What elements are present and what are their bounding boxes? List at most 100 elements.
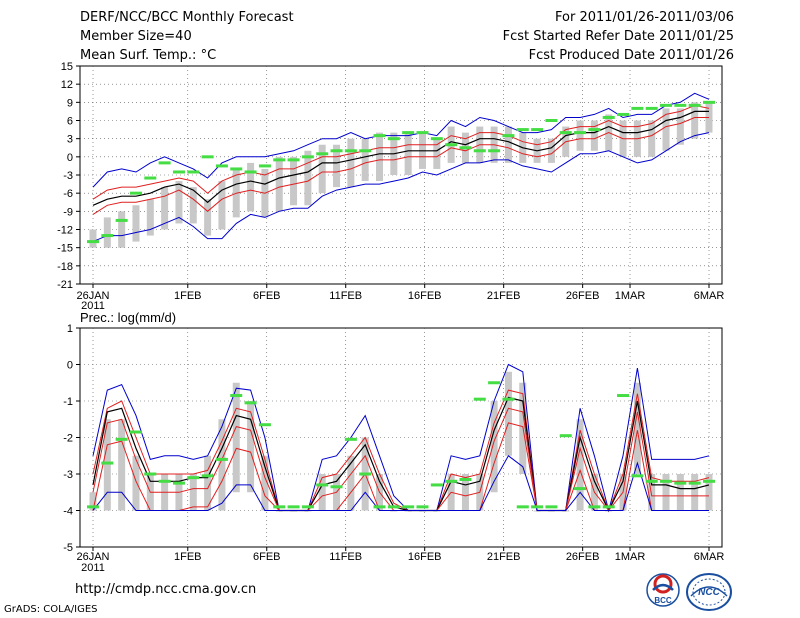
start-date: Fcst Started Refer Date 2011/01/25: [502, 29, 734, 44]
p2-median-marker: [545, 505, 558, 509]
p2-median-marker: [488, 381, 501, 385]
p1-ensemble-bar: [691, 102, 699, 139]
p1-series-mean: [92, 110, 709, 206]
p1-ensemble-bar: [304, 150, 312, 206]
p1-median-marker: [387, 137, 400, 141]
p1-xtick-label: 16FEB: [408, 290, 442, 302]
p1-xtick-label: 21FEB: [487, 290, 521, 302]
p2-median-marker: [101, 461, 114, 465]
p1-median-marker: [201, 155, 214, 159]
p2-median-marker: [531, 505, 544, 509]
p2-ytick-label: -3: [63, 469, 73, 481]
p2-median-marker: [87, 505, 99, 509]
p2-median-marker: [574, 487, 587, 491]
grads-credit: GrADS: COLA/IGES: [4, 604, 98, 615]
p2-median-marker: [172, 481, 185, 485]
p2-ensemble-bar: [132, 455, 140, 511]
p2-median-marker: [688, 481, 701, 485]
p1-ytick-label: -12: [57, 225, 73, 237]
p1-median-marker: [129, 191, 142, 195]
p2-ensemble-bar: [662, 474, 670, 511]
p1-series-max: [92, 92, 710, 188]
p1-median-marker: [330, 149, 343, 153]
p2-ensemble-bar: [189, 474, 197, 511]
p1-ensemble-bar: [318, 144, 326, 194]
p2-xtick-label: 11FEB: [329, 551, 362, 563]
p1-median-marker: [230, 167, 243, 171]
p2-ensemble-bar: [318, 474, 326, 511]
header-left: DERF/NCC/BCC Monthly Forecast Member Siz…: [80, 10, 294, 67]
p1-ensemble-bar: [189, 187, 197, 224]
p1-ensemble-bar: [590, 120, 598, 151]
p1-xtick-label: 26FEB: [566, 290, 600, 302]
p2-median-marker: [187, 476, 200, 480]
p1-series-lower: [92, 117, 709, 215]
p2-ensemble-bar: [633, 382, 641, 474]
p1-ensemble-bar: [204, 199, 212, 236]
p2-series-lowest: [92, 422, 709, 511]
p2-ytick-label: 0: [67, 360, 73, 372]
produced-date: Fcst Produced Date 2011/01/26: [528, 48, 734, 63]
p1-ensemble-bar: [118, 211, 126, 248]
p1-median-marker: [101, 234, 114, 238]
p1-ensemble-bar: [275, 156, 283, 212]
p2-ytick-label: -4: [63, 506, 73, 518]
p2-ytick-label: -5: [63, 542, 73, 554]
p1-median-marker: [588, 128, 601, 132]
p1-median-marker: [244, 170, 257, 174]
p2-median-marker: [402, 505, 415, 509]
p1-median-marker: [316, 152, 329, 156]
p1-median-marker: [445, 143, 458, 147]
p1-median-marker: [703, 100, 715, 104]
p2-ensemble-bar: [691, 474, 699, 511]
p2-median-marker: [215, 457, 228, 461]
p2-median-marker: [244, 401, 257, 405]
p1-year-label: 2011: [81, 300, 105, 312]
p2-ensemble-bar: [576, 419, 584, 511]
p1-ensemble-bar: [676, 108, 684, 145]
p1-series-upper: [92, 104, 710, 200]
header-right: For 2011/01/26-2011/03/06 Fcst Started R…: [503, 10, 734, 67]
p1-median-marker: [373, 134, 386, 138]
p2-ensemble-bar: [89, 492, 97, 511]
p1-median-marker: [344, 149, 357, 153]
p1-ytick-label: 15: [61, 61, 73, 73]
p1-median-marker: [187, 170, 200, 174]
bcc-logo-text: BCC: [654, 596, 672, 605]
p2-median-marker: [617, 394, 630, 398]
p1-xtick-label: 11FEB: [329, 290, 362, 302]
p2-median-marker: [301, 505, 314, 509]
p2-median-marker: [559, 434, 572, 438]
p1-median-marker: [688, 103, 701, 107]
p2-median-marker: [201, 474, 214, 478]
p2-median-marker: [445, 479, 458, 483]
p1-ensemble-bar: [547, 138, 555, 163]
p1-ytick-label: -6: [63, 188, 73, 200]
bcc-logo: BCC: [646, 573, 680, 607]
p2-ensemble-bar: [490, 401, 498, 493]
p1-median-marker: [516, 128, 529, 132]
p1-median-marker: [631, 106, 644, 110]
p1-ensemble-bar: [146, 199, 154, 236]
p2-ytick-label: -2: [63, 433, 73, 445]
p1-median-marker: [215, 164, 228, 168]
p2-median-marker: [631, 474, 644, 478]
p1-median-marker: [602, 115, 615, 119]
member-size: Member Size=40: [80, 29, 192, 44]
p2-xtick-label: 1FEB: [174, 551, 202, 563]
p1-ytick-label: -9: [63, 206, 73, 218]
p1-ensemble-bar: [662, 108, 670, 151]
p1-median-marker: [559, 131, 572, 135]
footer-url[interactable]: http://cmdp.ncc.cma.gov.cn: [75, 582, 257, 597]
p1-ytick-label: 9: [67, 97, 73, 109]
p2-median-marker: [373, 505, 386, 509]
ncc-logo: NCC: [686, 573, 732, 611]
p1-ensemble-bar: [132, 205, 140, 242]
p2-ensemble-bar: [461, 474, 469, 511]
p2-median-marker: [273, 505, 286, 509]
p1-ensemble-bar: [247, 162, 255, 212]
forecast-period: For 2011/01/26-2011/03/06: [555, 10, 734, 25]
p2-median-marker: [416, 505, 429, 509]
p2-median-marker: [158, 479, 171, 483]
p1-series-min: [92, 132, 710, 243]
